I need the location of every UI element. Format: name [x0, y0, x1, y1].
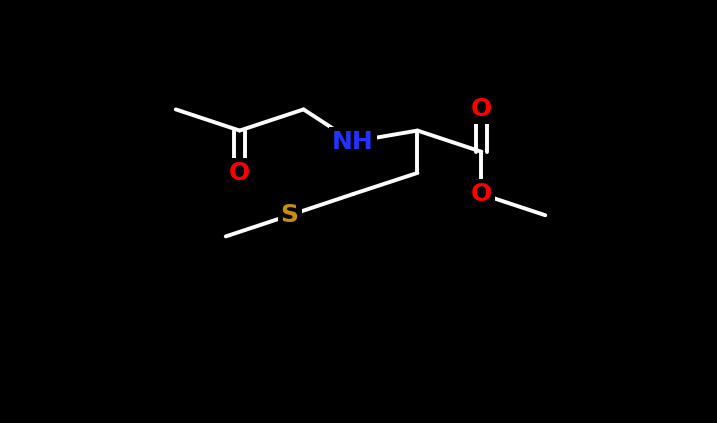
Text: S: S	[280, 203, 299, 227]
Text: O: O	[471, 97, 492, 121]
Text: O: O	[229, 161, 250, 185]
Text: NH: NH	[332, 129, 374, 154]
Text: O: O	[471, 182, 492, 206]
